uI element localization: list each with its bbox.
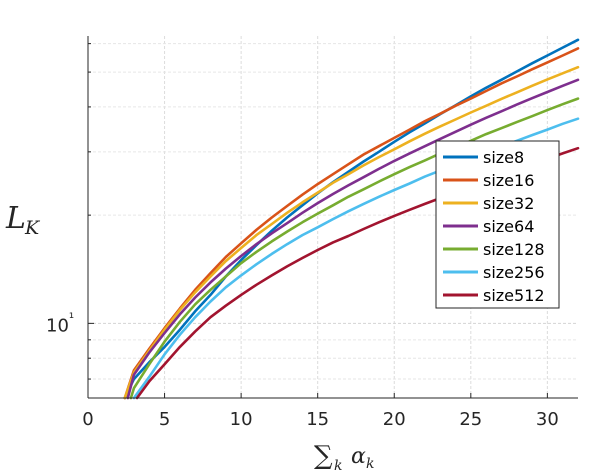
axes — [87, 36, 578, 399]
series-line-size128 — [129, 97, 580, 400]
y-axis-label-sub: K — [24, 217, 41, 239]
x-tick-label: 20 — [383, 409, 406, 430]
x-axis-label-sum: ∑ — [314, 441, 333, 471]
series-lines — [123, 38, 580, 400]
y-axis-label-main: L — [5, 201, 26, 236]
x-tick-label: 5 — [159, 409, 170, 430]
legend-label-size256: size256 — [483, 263, 545, 282]
legend-label-size512: size512 — [483, 286, 545, 305]
y-tick-label: 10¹ — [46, 311, 74, 336]
legend-label-size8: size8 — [483, 148, 524, 167]
x-tick-label: 0 — [82, 409, 93, 430]
series-line-size16 — [123, 47, 580, 400]
series-line-size32 — [123, 65, 580, 400]
tick-labels: 0 5 10 15 20 25 30 10¹ — [46, 311, 559, 430]
x-axis-label-alpha-index: k — [366, 456, 374, 472]
legend-label-size32: size32 — [483, 194, 534, 213]
x-axis-label: ∑ k α k — [314, 441, 374, 474]
series-line-size64 — [126, 78, 580, 400]
x-axis-label-alpha: α — [351, 444, 366, 469]
y-axis-label: L K — [5, 201, 41, 239]
x-tick-label: 25 — [459, 409, 482, 430]
series-line-size8 — [123, 38, 580, 400]
legend-label-size128: size128 — [483, 240, 545, 259]
legend-label-size64: size64 — [483, 217, 534, 236]
legend: size8 size16 size32 size64 size128 size256 siz… — [435, 140, 560, 309]
legend-label-size16: size16 — [483, 171, 534, 190]
x-axis-label-sum-index: k — [334, 458, 342, 474]
x-tick-label: 15 — [306, 409, 329, 430]
x-tick-label: 10 — [230, 409, 253, 430]
x-tick-label: 30 — [536, 409, 559, 430]
